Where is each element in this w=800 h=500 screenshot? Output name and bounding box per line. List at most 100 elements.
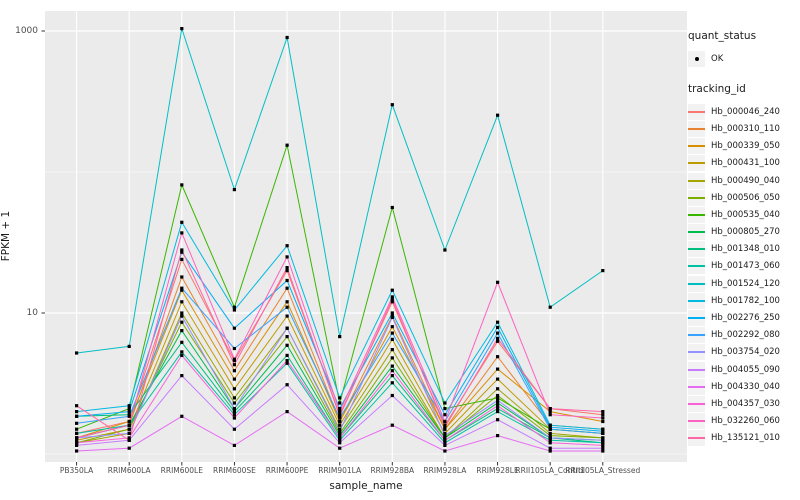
data-point (285, 300, 289, 304)
data-point (496, 355, 500, 359)
data-point (496, 410, 500, 414)
data-point (232, 443, 236, 447)
series-color-swatch (688, 231, 705, 234)
data-point (338, 446, 342, 450)
series-color-swatch (688, 437, 705, 440)
data-point (338, 431, 342, 435)
legend-item-label: Hb_000431_100 (711, 158, 780, 169)
data-point (601, 441, 605, 445)
data-point (75, 351, 79, 355)
data-point (496, 401, 500, 405)
legend-key (688, 344, 705, 361)
data-point (75, 441, 79, 445)
legend-item-Hb_004055_090: Hb_004055_090 (682, 361, 800, 378)
data-point (180, 414, 184, 418)
legend-item-label: Hb_001782_100 (711, 295, 780, 306)
data-point (390, 295, 394, 299)
series-color-swatch (688, 368, 705, 371)
y-tick-label: 1000 (15, 26, 38, 36)
x-tick-label: RRIM600PE (265, 466, 309, 475)
data-point (548, 305, 552, 309)
x-tick-label: RRIM928LA (423, 466, 467, 475)
data-point (496, 407, 500, 411)
data-point (443, 248, 447, 252)
data-point (232, 308, 236, 312)
legend-item-Hb_000431_100: Hb_000431_100 (682, 155, 800, 172)
data-point (127, 407, 131, 411)
data-point (601, 419, 605, 424)
data-point (548, 410, 552, 414)
data-point (443, 441, 447, 445)
data-point (496, 387, 500, 391)
legend-item-label: Hb_000805_270 (711, 227, 780, 238)
data-point (285, 383, 289, 387)
legend-item-label: Hb_003754_020 (711, 347, 780, 358)
black-point-icon (694, 56, 699, 61)
data-point (443, 427, 447, 431)
data-point (232, 363, 236, 367)
data-point (180, 257, 184, 261)
data-point (127, 414, 131, 418)
legend-item-Hb_001524_120: Hb_001524_120 (682, 275, 800, 292)
data-point (75, 438, 79, 442)
legend-key (688, 327, 705, 344)
legend-key (688, 155, 705, 172)
data-point (75, 414, 79, 418)
data-point (75, 449, 79, 453)
legend-item-Hb_135121_010: Hb_135121_010 (682, 430, 800, 447)
legend-item-label: Hb_004055_090 (711, 364, 780, 375)
data-point (390, 364, 394, 368)
x-tick-label: RRIM928BA (370, 466, 415, 475)
data-point (232, 407, 236, 411)
data-point (496, 331, 500, 335)
data-point (338, 441, 342, 445)
legend-key (688, 430, 705, 447)
x-tick-label: RRII105LA_Control (515, 466, 585, 475)
legend-item-label: Hb_000310_110 (711, 123, 780, 134)
legend-item-Hb_003754_020: Hb_003754_020 (682, 344, 800, 361)
series-color-swatch (688, 334, 705, 337)
data-point (443, 438, 447, 442)
data-point (548, 427, 552, 431)
data-point (548, 436, 552, 440)
data-point (338, 416, 342, 420)
legend-item-label: Hb_002292_080 (711, 330, 780, 341)
data-point (180, 231, 184, 235)
data-point (127, 446, 131, 450)
data-point (180, 350, 184, 354)
legend-key (688, 241, 705, 258)
legend-item-quant-ok: OK (682, 50, 800, 67)
data-point (601, 449, 605, 453)
series-color-swatch (688, 110, 705, 113)
data-point (496, 336, 500, 340)
data-point (601, 436, 605, 440)
data-point (496, 398, 500, 402)
data-point (338, 436, 342, 440)
data-point (180, 220, 184, 224)
data-point (285, 286, 289, 290)
panel-background (45, 11, 687, 462)
data-point (338, 423, 342, 427)
data-point (548, 441, 552, 445)
legend-item-label: Hb_004330_040 (711, 381, 780, 392)
data-point (180, 329, 184, 333)
data-point (390, 297, 394, 301)
data-point (443, 443, 447, 447)
data-point (232, 427, 236, 431)
legend-item-Hb_001473_060: Hb_001473_060 (682, 258, 800, 275)
data-point (548, 423, 552, 427)
data-point (232, 401, 236, 405)
data-point (443, 419, 447, 424)
legend-item-label: Hb_000535_040 (711, 209, 780, 220)
data-point (548, 407, 552, 411)
x-tick-label: PB350LA (59, 466, 94, 475)
data-point (285, 314, 289, 318)
legend-item-label: Hb_135121_010 (711, 433, 780, 444)
data-point (232, 416, 236, 420)
legend-key (688, 413, 705, 430)
tracking-id-legend-entries: Hb_000046_240 Hb_000310_110 Hb_000339_050 H… (682, 103, 800, 447)
data-point (601, 427, 605, 431)
legend-item-label: Hb_000046_240 (711, 106, 780, 117)
data-point (443, 407, 447, 411)
data-point (338, 401, 342, 405)
